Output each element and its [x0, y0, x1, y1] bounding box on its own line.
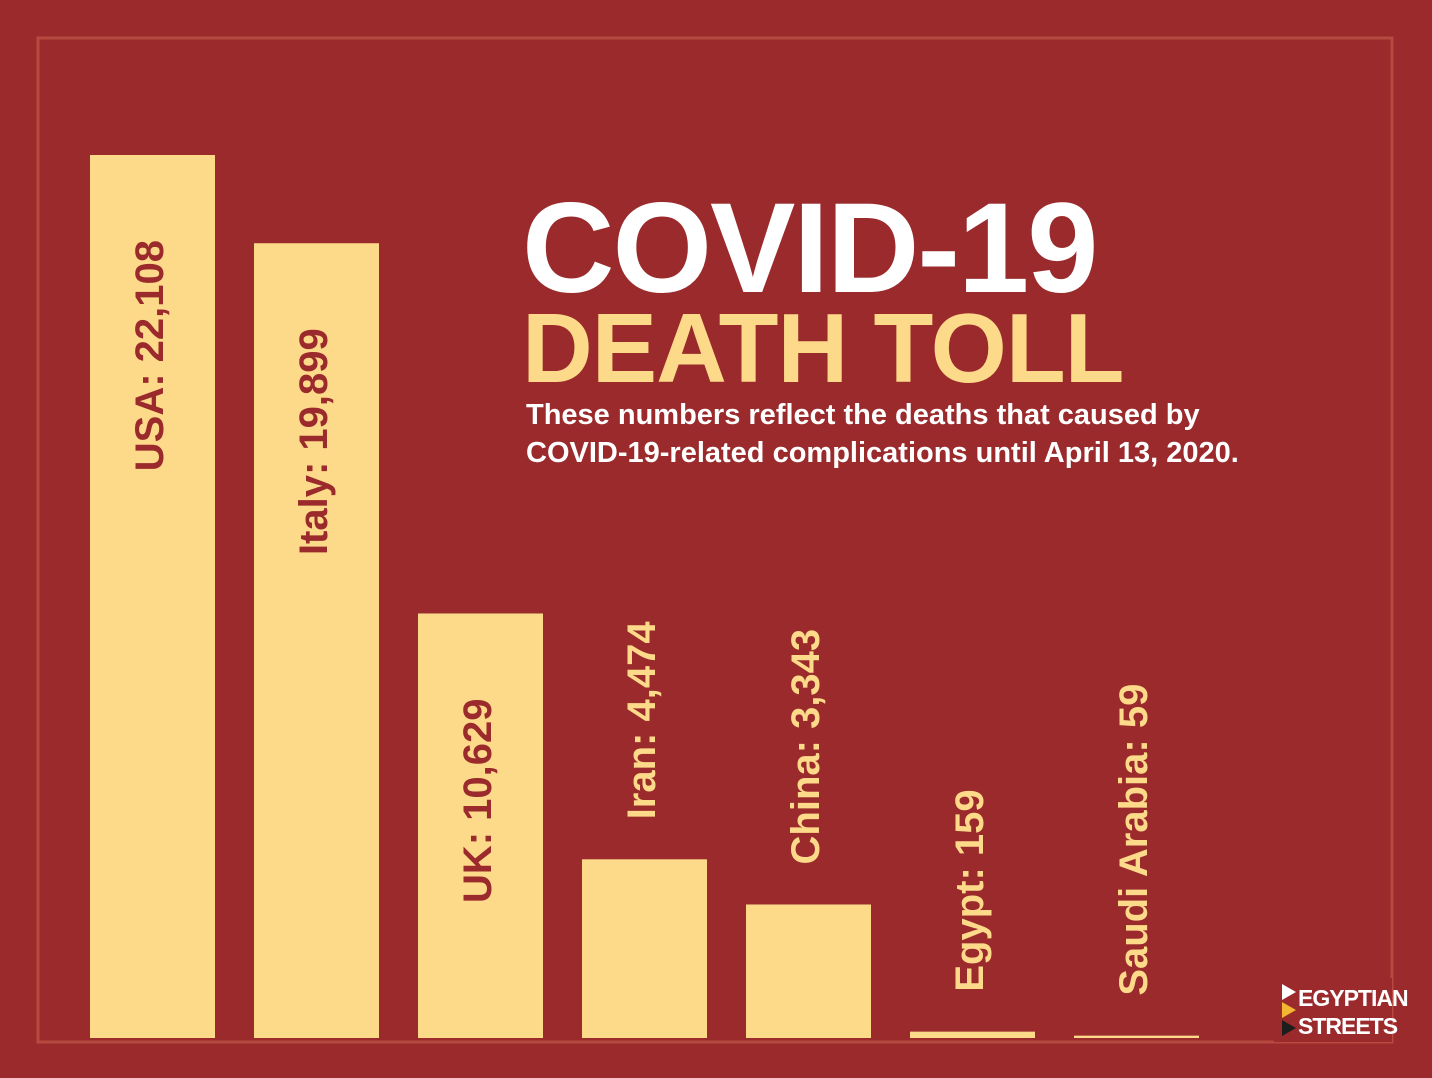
data-label: China: 3,343 [784, 629, 828, 865]
logo-shape [1282, 984, 1296, 1000]
bar [910, 1031, 1035, 1038]
data-label: Egypt: 159 [948, 789, 992, 991]
data-label: Saudi Arabia: 59 [1112, 684, 1156, 996]
bar [90, 155, 215, 1038]
bar [254, 243, 379, 1039]
data-label: UK: 10,629 [456, 698, 500, 903]
bar [746, 904, 871, 1038]
logo-shape [1282, 1002, 1296, 1018]
logo-shape [1282, 1020, 1296, 1036]
description-line: COVID-19-related complications until Apr… [526, 437, 1239, 469]
chart-subtitle: DEATH TOLL [522, 293, 1124, 403]
logo-text: STREETS [1298, 1013, 1398, 1039]
bar [582, 859, 707, 1038]
data-label: Italy: 19,899 [292, 328, 336, 555]
chart-title: COVID-19 [522, 177, 1096, 320]
logo-text: EGYPTIAN [1298, 985, 1408, 1011]
description-line: These numbers reflect the deaths that ca… [526, 399, 1200, 431]
frame [36, 36, 1394, 1044]
bar [418, 613, 543, 1038]
bar [1074, 1035, 1199, 1038]
data-label: Iran: 4,474 [620, 621, 664, 820]
data-label: USA: 22,108 [128, 240, 172, 471]
logo: EGYPTIAN STREETS [1274, 978, 1409, 1042]
